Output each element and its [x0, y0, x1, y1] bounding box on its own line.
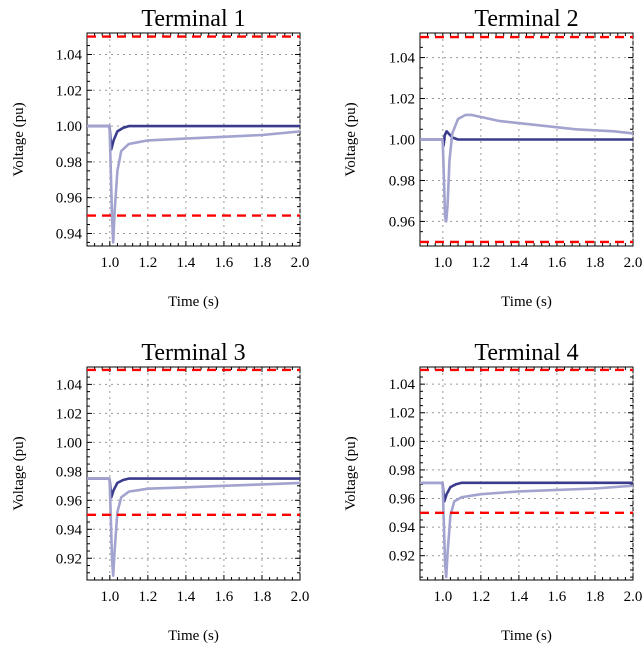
y-tick-label: 1.02 — [389, 92, 415, 108]
series-line-2 — [87, 124, 300, 244]
y-tick-label: 1.02 — [389, 406, 415, 422]
y-tick-label: 1.04 — [389, 377, 416, 393]
x-axis-label: Time (s) — [168, 628, 219, 644]
chart-panel-2: 1.0 1.2 1.4 1.6 1.8 2.0 0.96 0.98 1.00 1.02 1.04 Te… — [343, 6, 642, 310]
chart-title: Terminal 1 — [141, 6, 245, 32]
x-tick-label: 2.0 — [624, 255, 642, 271]
y-tick-label: 1.02 — [56, 83, 82, 99]
x-tick-label: 1.2 — [471, 589, 490, 605]
y-tick-label: 0.98 — [56, 464, 82, 480]
chart-panel-1: 1.0 1.2 1.4 1.6 1.8 2.0 0.94 0.96 0.98 1.00 1.02 1.… — [11, 6, 309, 310]
chart-panel-4: 1.0 1.2 1.4 1.6 1.8 2.0 0.92 0.94 0.96 0.98 1.00 1.… — [343, 340, 642, 644]
x-tick-label: 2.0 — [291, 589, 310, 605]
x-tick-label: 1.6 — [215, 255, 234, 271]
x-tick-label: 1.8 — [586, 255, 605, 271]
x-tick-label: 1.4 — [177, 589, 196, 605]
x-axis-label: Time (s) — [168, 294, 219, 310]
chart-title: Terminal 2 — [474, 6, 578, 32]
x-tick-label: 1.0 — [433, 255, 452, 271]
plot-frame — [419, 366, 634, 581]
x-tick-label: 1.2 — [138, 589, 157, 605]
y-tick-label: 0.98 — [389, 463, 415, 479]
y-tick-label: 1.04 — [389, 51, 416, 67]
y-tick-label: 1.00 — [56, 435, 82, 451]
x-tick-label: 1.0 — [433, 589, 452, 605]
x-axis-label: Time (s) — [501, 294, 552, 310]
x-tick-label: 1.0 — [100, 589, 119, 605]
y-tick-label: 1.00 — [389, 133, 415, 149]
y-tick-label: 0.96 — [56, 493, 83, 509]
y-tick-label: 0.98 — [56, 155, 82, 171]
y-tick-label: 0.96 — [389, 492, 416, 508]
x-tick-label: 1.2 — [471, 255, 490, 271]
y-axis-label: Voltage (pu) — [343, 436, 359, 510]
x-tick-label: 1.4 — [510, 589, 529, 605]
y-axis-label: Voltage (pu) — [343, 102, 359, 176]
y-tick-label: 1.04 — [56, 47, 83, 63]
x-tick-label: 1.4 — [510, 255, 529, 271]
y-tick-label: 1.00 — [56, 119, 82, 135]
y-tick-label: 0.96 — [56, 191, 83, 207]
x-axis-label: Time (s) — [501, 628, 552, 644]
y-tick-label: 0.98 — [389, 173, 415, 189]
y-tick-label: 0.94 — [389, 520, 416, 536]
x-tick-label: 1.8 — [253, 255, 272, 271]
plot-frame — [86, 366, 301, 581]
y-tick-label: 0.96 — [389, 214, 416, 230]
x-tick-label: 1.6 — [548, 255, 567, 271]
chart-title: Terminal 4 — [474, 340, 578, 366]
y-tick-label: 0.92 — [389, 549, 415, 565]
x-tick-label: 1.4 — [177, 255, 196, 271]
y-tick-label: 0.94 — [56, 522, 83, 538]
y-axis-label: Voltage (pu) — [11, 102, 27, 176]
x-tick-label: 1.2 — [138, 255, 157, 271]
x-tick-label: 1.8 — [253, 589, 272, 605]
series-line-2 — [87, 477, 300, 577]
x-tick-label: 1.6 — [215, 589, 234, 605]
y-tick-label: 1.04 — [56, 377, 83, 393]
x-tick-label: 2.0 — [291, 255, 310, 271]
x-tick-label: 2.0 — [624, 589, 642, 605]
chart-title: Terminal 3 — [141, 340, 245, 366]
x-tick-label: 1.8 — [586, 589, 605, 605]
y-tick-label: 1.02 — [56, 406, 82, 422]
series-line-2 — [420, 113, 633, 223]
series-line-2 — [420, 481, 633, 579]
y-axis-label: Voltage (pu) — [11, 436, 27, 510]
chart-panel-3: 1.0 1.2 1.4 1.6 1.8 2.0 0.92 0.94 0.96 0.98 1.00 1.… — [11, 340, 309, 644]
y-tick-label: 1.00 — [389, 434, 415, 450]
x-tick-label: 1.6 — [548, 589, 567, 605]
x-tick-label: 1.0 — [100, 255, 119, 271]
y-tick-label: 0.92 — [56, 551, 82, 567]
y-tick-label: 0.94 — [56, 226, 83, 242]
